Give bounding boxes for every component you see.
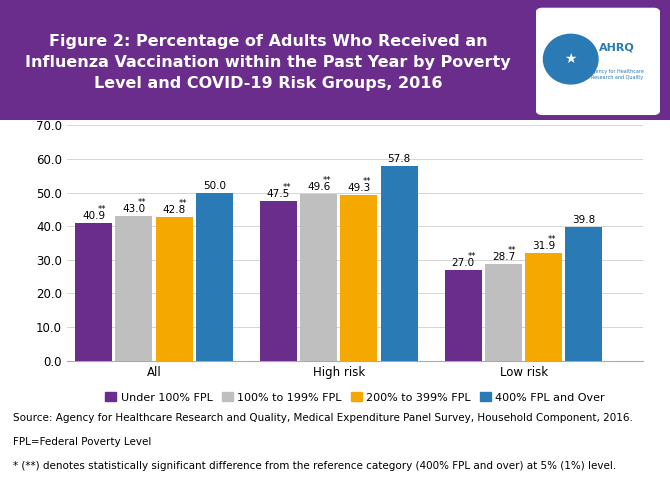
Text: 47.5: 47.5: [267, 189, 290, 199]
Bar: [565, 227, 602, 361]
Text: 40.9: 40.9: [82, 211, 105, 221]
Text: **: **: [323, 176, 332, 185]
Bar: [300, 194, 337, 361]
Text: 42.8: 42.8: [162, 205, 186, 215]
Text: **: **: [178, 199, 187, 208]
Text: 27.0: 27.0: [452, 258, 475, 268]
Text: FPL=Federal Poverty Level: FPL=Federal Poverty Level: [13, 437, 152, 447]
Bar: [260, 201, 297, 361]
Bar: [196, 192, 232, 361]
Text: 43.0: 43.0: [123, 204, 145, 214]
Text: * (**) denotes statistically significant difference from the reference category : * (**) denotes statistically significant…: [13, 461, 616, 471]
Bar: [485, 264, 522, 361]
Text: 39.8: 39.8: [572, 215, 596, 225]
Text: 49.6: 49.6: [307, 182, 330, 192]
Text: 31.9: 31.9: [532, 241, 555, 252]
Bar: [340, 195, 377, 361]
Text: **: **: [508, 246, 516, 255]
Circle shape: [543, 34, 598, 84]
Text: **: **: [468, 252, 476, 261]
Bar: [445, 270, 482, 361]
Text: **: **: [283, 183, 291, 192]
Text: 50.0: 50.0: [203, 180, 226, 190]
Text: ★: ★: [564, 52, 577, 66]
Bar: [155, 217, 192, 361]
Bar: [381, 166, 417, 361]
Text: **: **: [363, 177, 372, 186]
Text: AHRQ: AHRQ: [599, 43, 634, 53]
Text: **: **: [138, 198, 147, 207]
Text: **: **: [548, 235, 556, 244]
Text: 49.3: 49.3: [347, 183, 371, 193]
Text: 57.8: 57.8: [387, 154, 411, 164]
Text: Figure 2: Percentage of Adults Who Received an
Influenza Vaccination within the : Figure 2: Percentage of Adults Who Recei…: [25, 34, 511, 91]
Text: Source: Agency for Healthcare Research and Quality, Medical Expenditure Panel Su: Source: Agency for Healthcare Research a…: [13, 413, 633, 423]
FancyBboxPatch shape: [536, 9, 660, 114]
Text: 28.7: 28.7: [492, 252, 515, 262]
Text: Agency for Healthcare
Research and Quality: Agency for Healthcare Research and Quali…: [589, 69, 644, 81]
Legend: Under 100% FPL, 100% to 199% FPL, 200% to 399% FPL, 400% FPL and Over: Under 100% FPL, 100% to 199% FPL, 200% t…: [101, 388, 609, 407]
Text: **: **: [98, 205, 107, 214]
Bar: [75, 223, 112, 361]
Bar: [115, 216, 152, 361]
Bar: [525, 254, 562, 361]
